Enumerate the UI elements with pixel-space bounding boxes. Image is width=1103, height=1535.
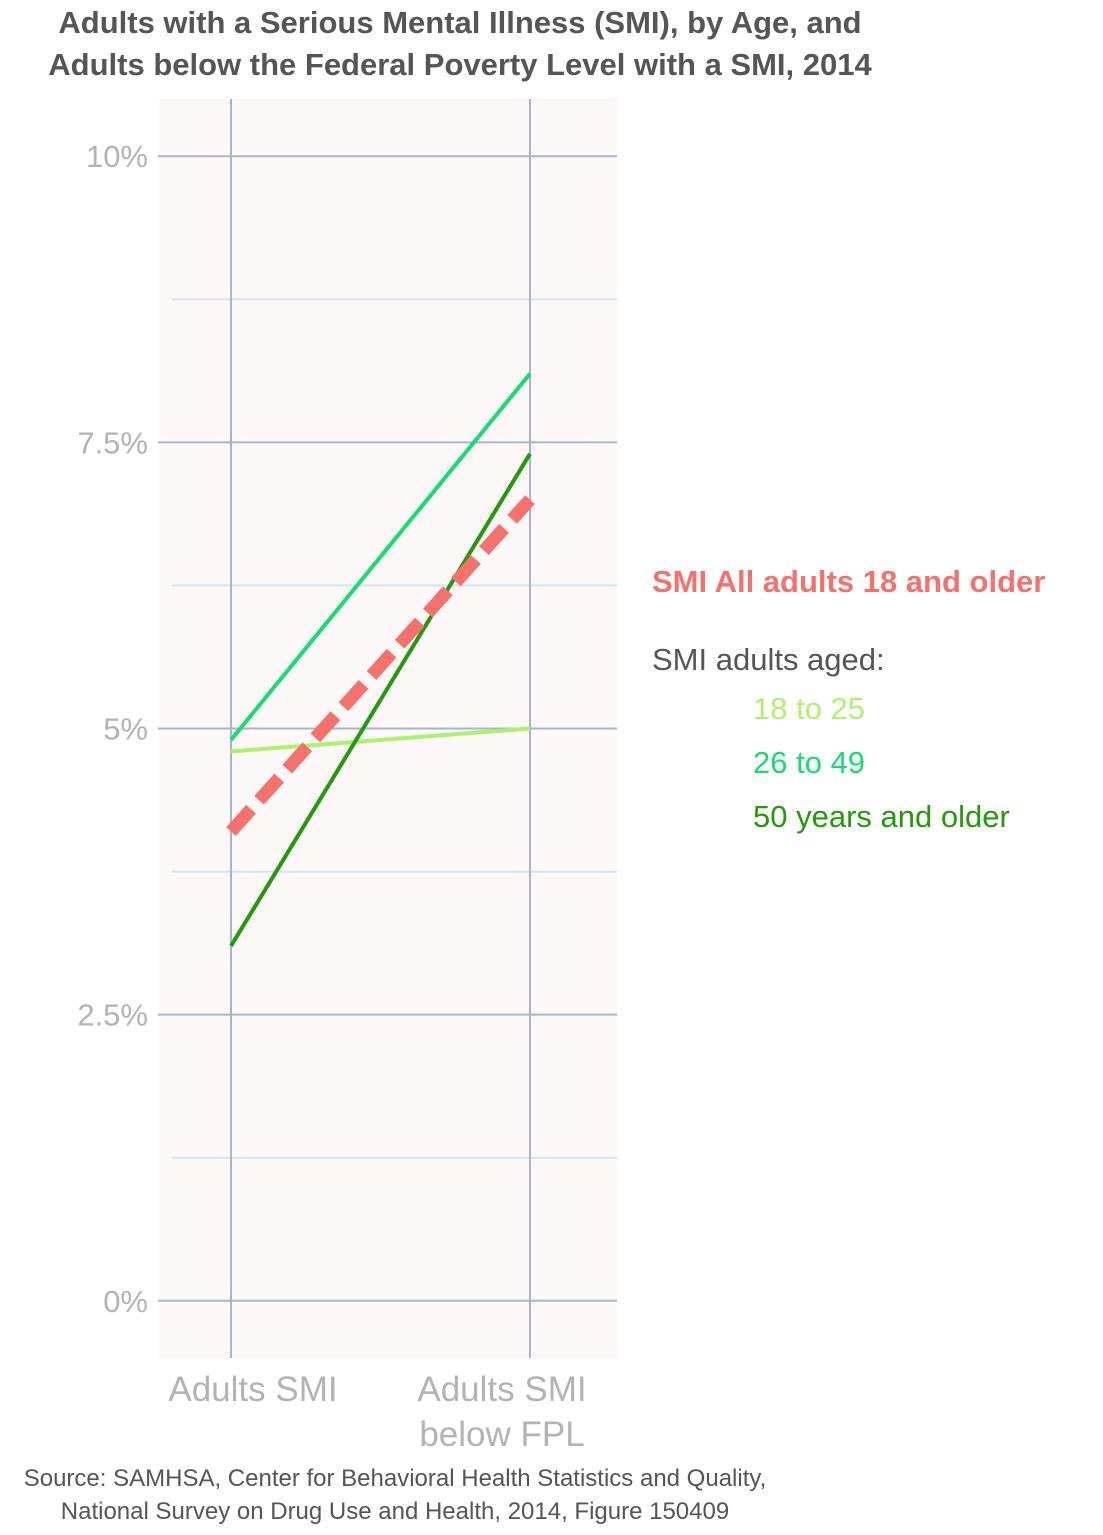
x-category-label: below FPL	[419, 1415, 584, 1454]
y-tick-label: 10%	[86, 139, 148, 174]
y-tick-label: 7.5%	[77, 425, 148, 460]
legend-item-18-to-25: 18 to 25	[753, 691, 866, 726]
series-line-smi-all-adults-18-and-older	[226, 495, 535, 836]
legend: SMI All adults 18 and older SMI adults a…	[652, 560, 1103, 844]
data-series	[226, 372, 535, 948]
y-axis-ticks: 0% 2.5% 5% 7.5% 10%	[77, 139, 148, 1319]
source-line: National Survey on Drug Use and Health, …	[60, 1498, 730, 1525]
x-category-label: Adults SMI	[417, 1370, 586, 1409]
chart-title-line: Adults with a Serious Mental Illness (SM…	[58, 5, 862, 40]
series-line-26-to-49	[229, 372, 532, 742]
legend-subtitle: SMI adults aged:	[652, 642, 885, 677]
chart-title: Adults with a Serious Mental Illness (SM…	[0, 2, 920, 86]
legend-headline: SMI All adults 18 and older	[652, 564, 1046, 599]
y-tick-label: 2.5%	[77, 998, 148, 1033]
legend-item-26-to-49: 26 to 49	[753, 745, 866, 780]
x-axis-categories: Adults SMI Adults SMI below FPL	[168, 1370, 586, 1454]
source-line: Source: SAMHSA, Center for Behavioral He…	[23, 1465, 767, 1492]
grid-lines	[158, 99, 617, 1358]
source-note: Source: SAMHSA, Center for Behavioral He…	[0, 1462, 790, 1528]
legend-item-50-and-older: 50 years and older	[753, 799, 1010, 834]
x-category-label: Adults SMI	[168, 1370, 337, 1409]
chart-title-line: Adults below the Federal Poverty Level w…	[48, 47, 872, 82]
series-line-50-years-and-older	[229, 452, 532, 948]
series-line-18-to-25	[230, 726, 531, 754]
y-tick-label: 5%	[103, 712, 148, 747]
y-tick-label: 0%	[103, 1284, 148, 1319]
